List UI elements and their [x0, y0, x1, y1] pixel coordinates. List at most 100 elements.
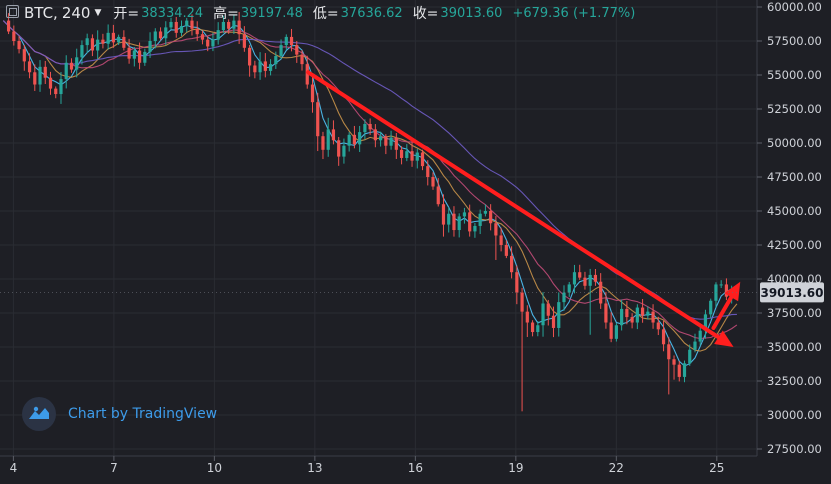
high-value: 39197.48 — [240, 5, 303, 21]
candle — [268, 59, 273, 76]
candle-body — [557, 302, 561, 328]
candle-body — [90, 38, 95, 51]
candle — [468, 204, 472, 237]
timeframe[interactable]: 240 — [61, 4, 91, 22]
candle-body — [620, 308, 624, 326]
time-tick-label: 4 — [10, 461, 18, 475]
price-tick-label: 57500.00 — [767, 34, 822, 48]
candle-body — [22, 49, 26, 62]
time-axis: 4 7 10 13 16 19 22 25 — [0, 455, 757, 484]
candle-body — [85, 38, 89, 46]
candle — [483, 204, 487, 217]
price-tick-label: 50000.00 — [767, 136, 822, 150]
candle-body — [447, 213, 451, 225]
candle-body — [530, 322, 535, 333]
candle-body — [452, 213, 456, 231]
candle — [373, 124, 377, 148]
candle — [143, 48, 147, 66]
candle-body — [604, 303, 608, 323]
candle-body — [305, 64, 309, 85]
candle-body — [436, 186, 440, 205]
tradingview-watermark[interactable]: Chart by TradingView — [22, 397, 217, 431]
candle — [253, 60, 257, 79]
candle — [630, 313, 634, 329]
time-axis-bg — [0, 456, 757, 484]
candle-body — [331, 129, 336, 141]
candle-body — [185, 20, 189, 27]
price-tick-label: 27500.00 — [767, 442, 822, 456]
candle — [221, 15, 226, 33]
candle-body — [106, 32, 110, 44]
candle-body — [379, 136, 383, 141]
candle-body — [724, 284, 729, 297]
candle — [709, 298, 713, 318]
candle-body — [426, 166, 430, 177]
downtrend-arrow-head — [714, 330, 734, 347]
candle — [27, 53, 32, 79]
ma-slow-line — [2, 20, 738, 340]
candle-body — [567, 284, 571, 293]
candle-body — [289, 36, 294, 46]
candle — [457, 213, 461, 238]
uptrend-arrow-shaft — [711, 295, 734, 330]
candle — [316, 92, 320, 152]
candle-body — [536, 325, 540, 333]
price-tick-label: 37500.00 — [767, 306, 822, 320]
candle — [693, 333, 697, 353]
candle-body — [48, 77, 53, 89]
candle — [206, 35, 210, 52]
candle-body — [258, 61, 262, 73]
candle — [274, 51, 278, 69]
candle-body — [358, 132, 362, 145]
time-tick-label: 7 — [110, 461, 118, 475]
candle-body — [389, 137, 393, 146]
candle — [158, 27, 163, 41]
candle — [478, 209, 482, 235]
last-price-label: 39013.60 — [0, 282, 824, 303]
candle-body — [96, 39, 100, 51]
price-tick-label: 42500.00 — [767, 238, 822, 252]
last-price-text: 39013.60 — [760, 286, 823, 300]
tradingview-logo-icon — [22, 397, 56, 431]
candle-body — [399, 149, 404, 158]
chevron-down-icon[interactable]: ▼ — [94, 8, 102, 18]
downtrend-arrow — [306, 70, 734, 347]
candle — [447, 207, 451, 233]
candle-body — [640, 307, 645, 316]
candle-body — [688, 349, 692, 364]
candle-body — [300, 54, 304, 65]
candle — [127, 38, 131, 64]
candle-body — [515, 272, 519, 293]
candle — [489, 204, 493, 231]
candle — [6, 13, 11, 35]
candle — [337, 136, 341, 166]
time-tick-label: 25 — [709, 461, 724, 475]
candle-body — [462, 212, 467, 217]
candle-body — [682, 363, 687, 377]
candle-body — [593, 274, 598, 282]
candle-body — [635, 307, 639, 323]
candle — [415, 148, 419, 169]
candle-body — [132, 50, 136, 59]
candle-body — [80, 45, 84, 58]
candle — [211, 32, 215, 52]
candle — [342, 138, 346, 164]
candle — [494, 216, 498, 260]
low-label: 低= — [312, 6, 339, 22]
candle — [347, 132, 351, 152]
candle — [426, 160, 430, 186]
candle — [441, 194, 446, 237]
candle — [567, 281, 571, 297]
candle-body — [164, 27, 168, 39]
candle-body — [457, 216, 461, 231]
candle-body — [195, 28, 199, 35]
candle — [557, 292, 561, 337]
candle — [331, 120, 336, 145]
chart-settings-icon[interactable] — [6, 5, 19, 18]
candle — [321, 131, 325, 160]
candle — [148, 32, 152, 58]
candle — [599, 273, 603, 309]
price-axis: 60000.00 57500.00 55000.00 52500.00 50000.00… — [756, 0, 831, 484]
symbol-name[interactable]: BTC, — [24, 4, 58, 22]
